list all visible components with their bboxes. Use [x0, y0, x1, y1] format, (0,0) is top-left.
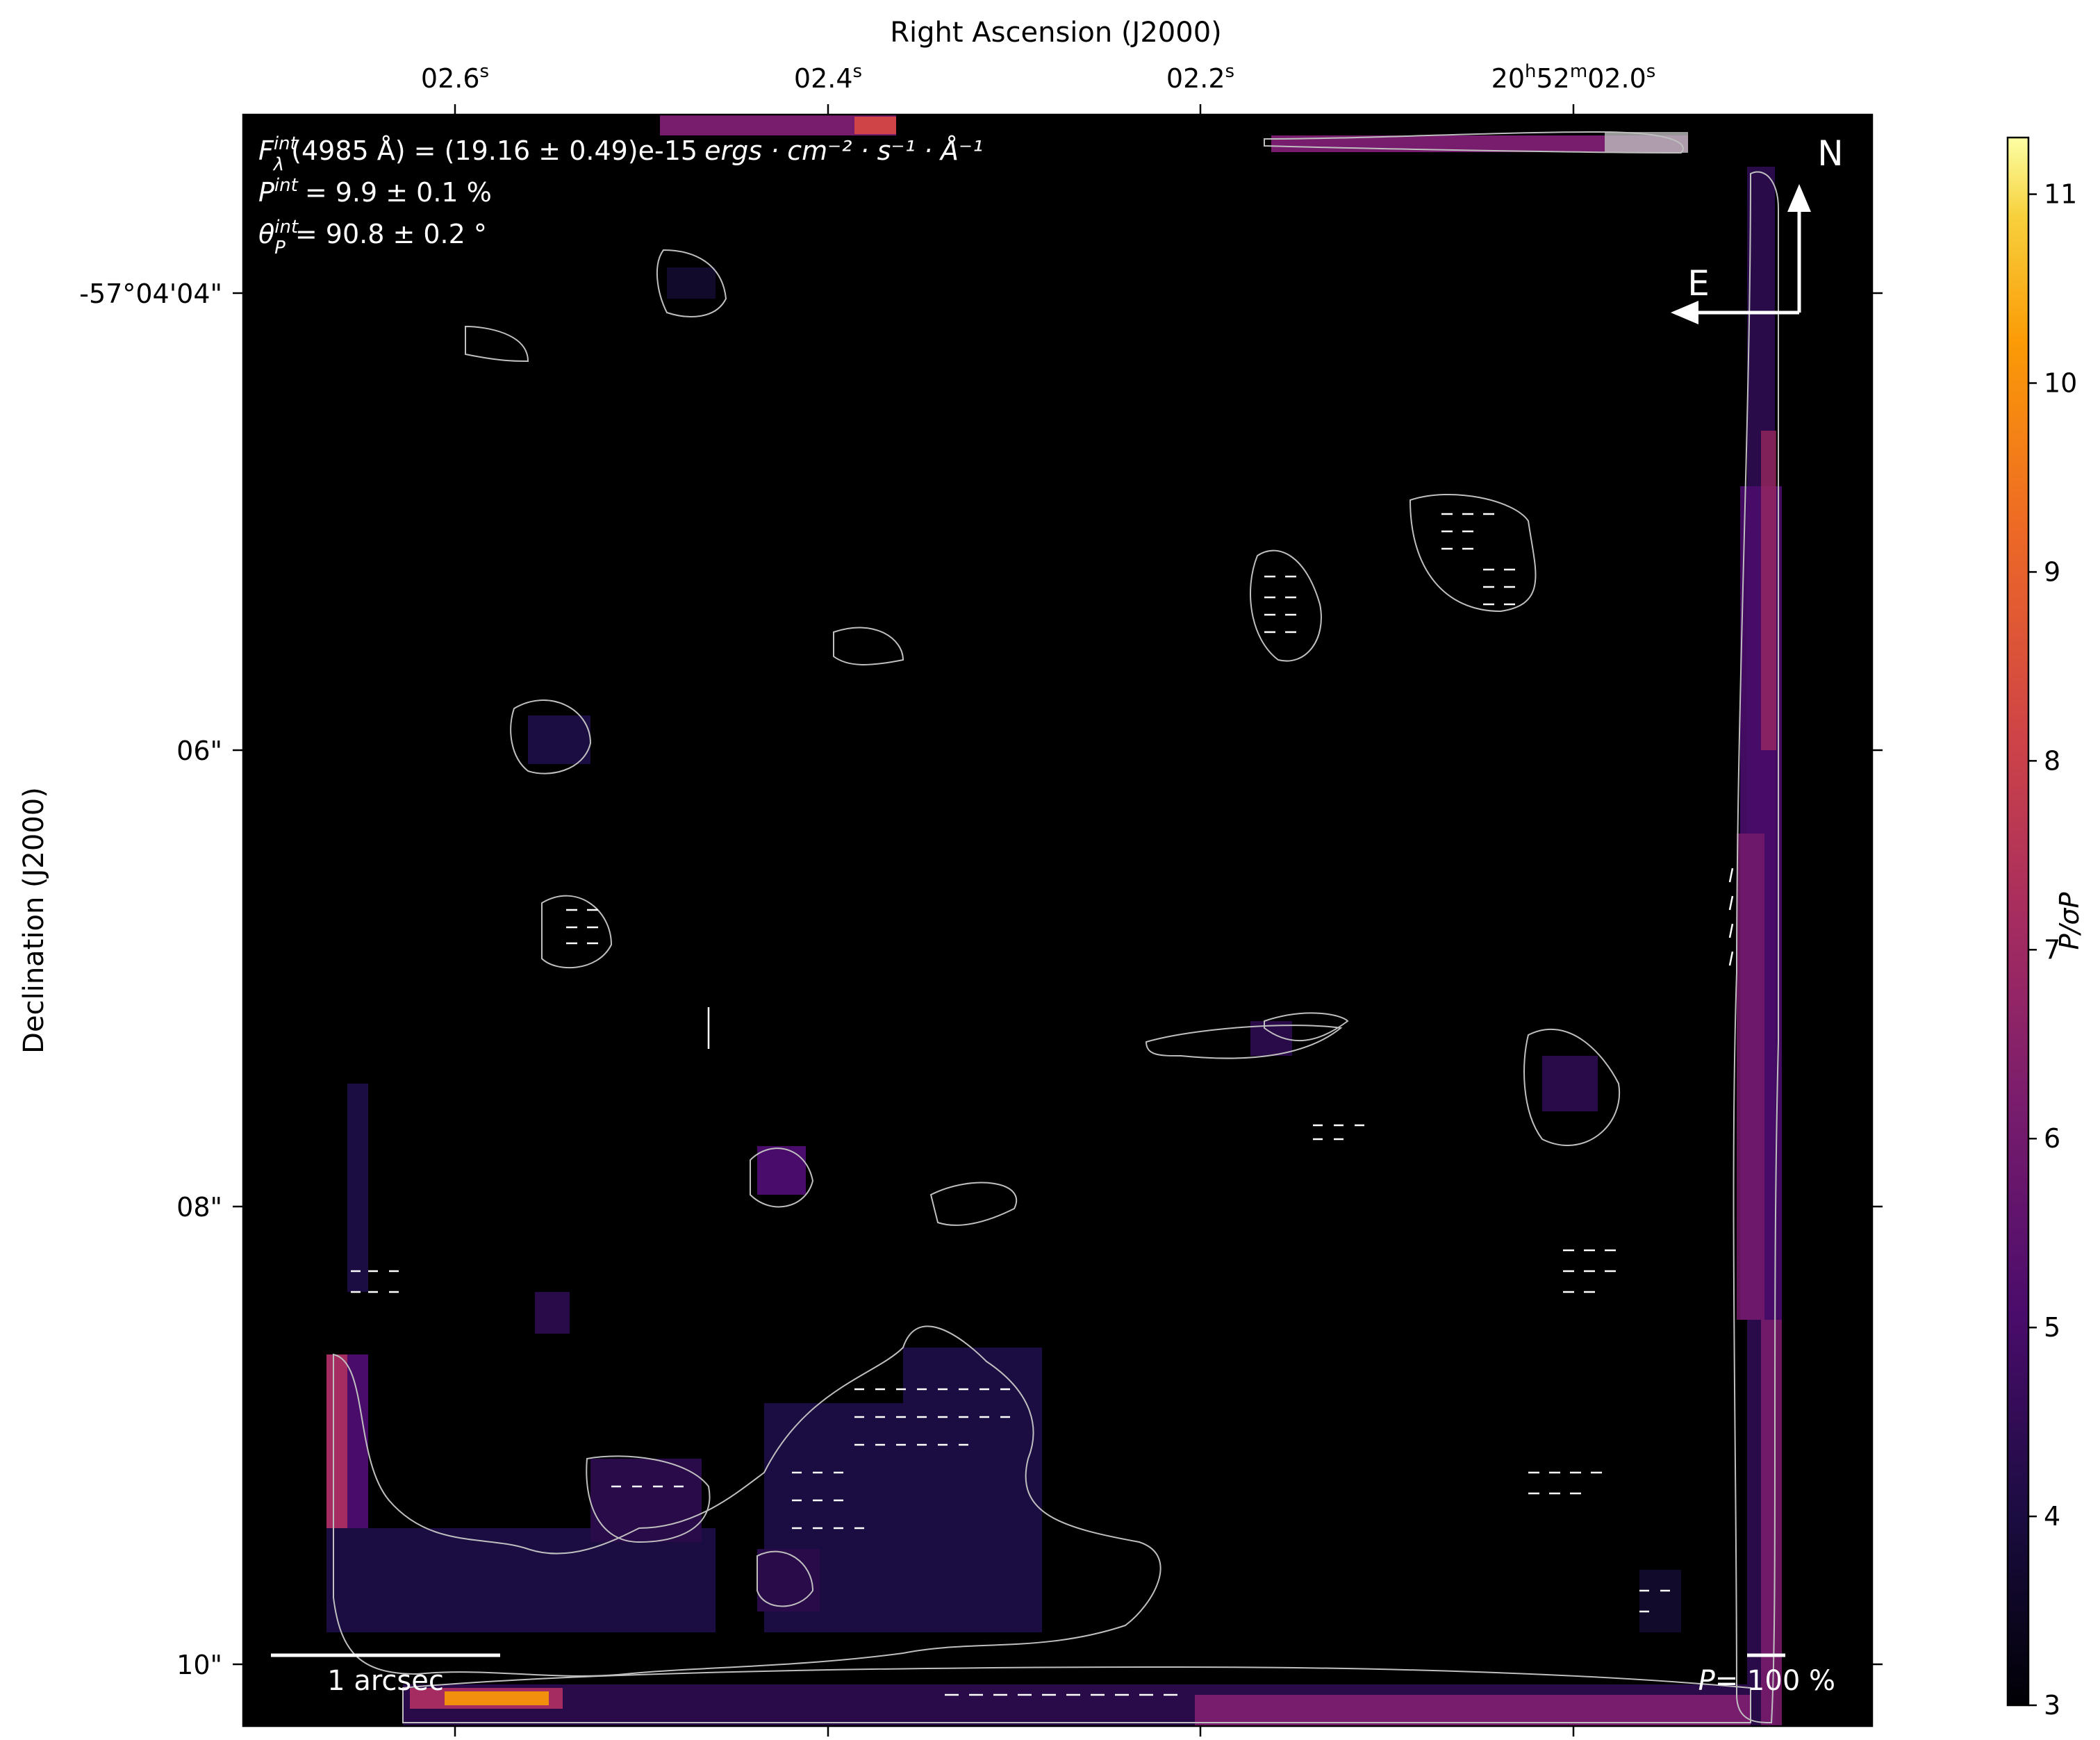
colorbar-tick-label: 3 — [2044, 1690, 2060, 1721]
sn-map-layer — [326, 115, 1782, 1726]
colorbar-ticks: 3 4 5 6 7 8 9 10 11 — [2028, 179, 2077, 1721]
colorbar-gradient — [2006, 136, 2030, 1707]
y-tick-labels: -57°04'04" 06" 08" 10" — [79, 279, 222, 1680]
y-axis-label: Declination (J2000) — [18, 787, 50, 1054]
colorbar-tick-label: 9 — [2044, 556, 2060, 587]
y-tick-label-3: 10" — [176, 1650, 222, 1680]
y-axis-ticks — [233, 292, 1883, 1666]
colorbar-tick-label: 6 — [2044, 1123, 2060, 1154]
colorbar-tick-label: 11 — [2044, 179, 2077, 210]
colorbar-tick-label: 8 — [2044, 745, 2060, 776]
map-background — [243, 115, 1872, 1726]
x-tick-labels: 02.6s 02.4s 02.2s 20h52m02.0s — [421, 61, 1655, 94]
colorbar: 3 4 5 6 7 8 9 10 11 P/σP — [2006, 136, 2085, 1721]
angular-scale-bar: 1 arcsec — [271, 1653, 500, 1697]
colorbar-tick-label: 4 — [2044, 1501, 2060, 1532]
scale-bar-label: 1 arcsec — [327, 1665, 444, 1697]
polarization-vectors — [351, 513, 1734, 1696]
y-tick-label-0: -57°04'04" — [79, 279, 222, 309]
x-axis-label: Right Ascension (J2000) — [890, 17, 1222, 49]
compass: N E — [1671, 133, 1844, 324]
x-tick-label-0: 02.6s — [421, 61, 489, 94]
pol-degree-annotation: Pint = 9.9 ± 0.1 % — [258, 175, 492, 208]
colorbar-tick-label: 5 — [2044, 1312, 2060, 1343]
plot-frame — [242, 113, 1874, 1727]
x-tick-label-1: 02.4s — [794, 61, 862, 94]
integrated-values-annotation: Fint λ (4985 Å) = (19.16 ± 0.49)e-15 ergs ·… — [258, 133, 983, 258]
y-tick-label-1: 06" — [176, 736, 222, 766]
contour-layer — [333, 131, 1780, 1724]
pol-angle-annotation: θint P = 90.8 ± 0.2 ° — [258, 217, 487, 258]
colorbar-label: P/σP — [2054, 893, 2085, 950]
y-tick-label-2: 08" — [176, 1192, 222, 1223]
vector-scale-bar: P= 100 % — [1698, 1653, 1835, 1697]
north-arrowhead — [1787, 184, 1811, 212]
colorbar-tick-label: 10 — [2044, 368, 2077, 399]
vector-scale-label: P= 100 % — [1698, 1665, 1835, 1697]
x-tick-label-2: 02.2s — [1166, 61, 1234, 94]
flux-annotation: Fint λ (4985 Å) = (19.16 ± 0.49)e-15 ergs ·… — [258, 133, 983, 175]
east-arrowhead — [1671, 301, 1698, 324]
east-label: E — [1687, 263, 1710, 304]
north-label: N — [1817, 133, 1843, 174]
x-tick-label-3: 20h52m02.0s — [1491, 61, 1656, 94]
colorbar-tick-label: 7 — [2044, 934, 2060, 965]
x-axis-ticks — [454, 104, 1575, 1737]
